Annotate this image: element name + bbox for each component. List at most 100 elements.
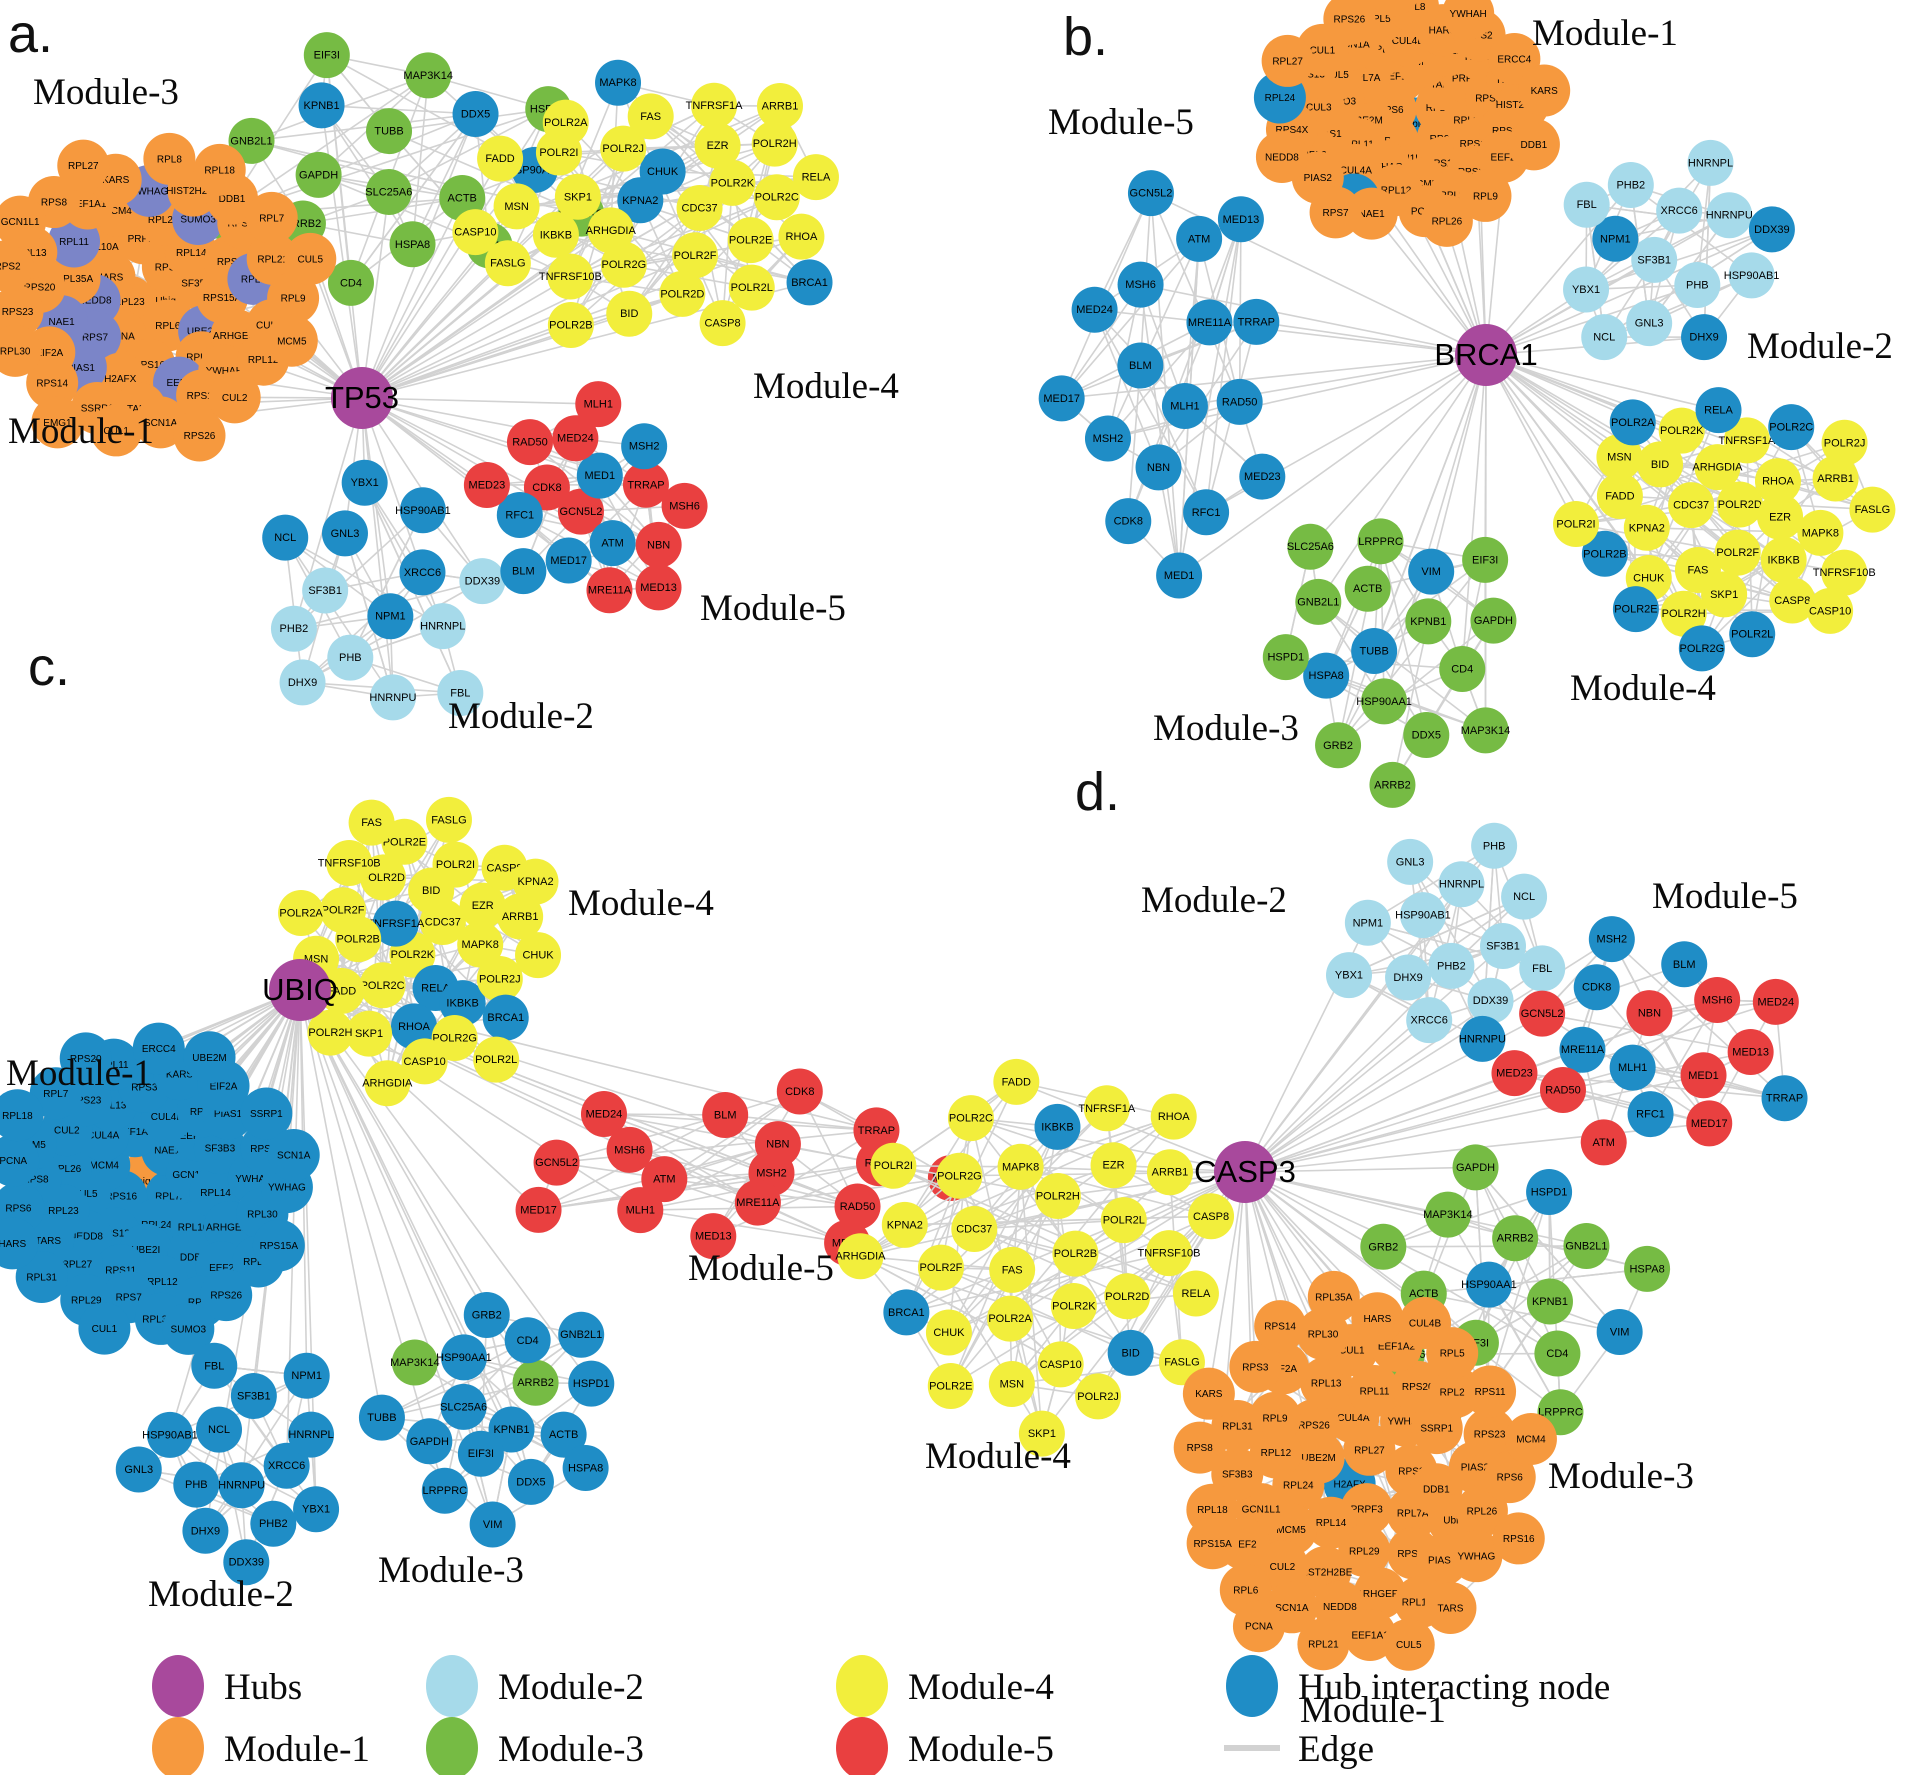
node-PHB2 bbox=[1607, 162, 1654, 209]
module-title-module-5: Module-5 bbox=[700, 588, 846, 629]
node-label-CUL4A: CUL4A bbox=[1340, 165, 1373, 176]
node-label-RPL11: RPL11 bbox=[99, 1060, 129, 1071]
node-RAD50 bbox=[1539, 1066, 1586, 1113]
node-POLR2D bbox=[659, 270, 706, 317]
node-label-NBN: NBN bbox=[1638, 1008, 1661, 1020]
node-BLM bbox=[500, 548, 547, 595]
node-label-EEF1A1: EEF1A1 bbox=[116, 1127, 154, 1138]
node-label-MED1: MED1 bbox=[585, 470, 616, 482]
node-EZR bbox=[1757, 493, 1804, 540]
node-HSP90AA1 bbox=[1465, 1261, 1512, 1308]
node-label-EIF2A: EIF2A bbox=[210, 1081, 238, 1092]
node-label-MAPK8: MAPK8 bbox=[462, 939, 499, 951]
node-label-CUL4A: CUL4A bbox=[1337, 1413, 1370, 1424]
node-HNRNPL bbox=[419, 603, 466, 650]
node-label-POLR2D: POLR2D bbox=[660, 288, 704, 300]
node-label-KPNA2: KPNA2 bbox=[622, 195, 658, 207]
node-label-RPL5: RPL5 bbox=[1366, 14, 1391, 25]
node-label-CD4: CD4 bbox=[517, 1335, 539, 1347]
node-ERCC4 bbox=[132, 1022, 185, 1075]
node-CUL1 bbox=[90, 404, 143, 457]
node-POLR2A bbox=[278, 889, 325, 936]
node-label-SF3B3: SF3B3 bbox=[205, 1144, 236, 1155]
node-label-EIF3I: EIF3I bbox=[468, 1448, 494, 1460]
node-label-MED13: MED13 bbox=[695, 1231, 732, 1243]
node-label-RPL24: RPL24 bbox=[141, 1220, 172, 1231]
hub-node-CASP3 bbox=[1214, 1141, 1276, 1203]
node-ARRB1 bbox=[1146, 1149, 1193, 1196]
node-HSP90AB1 bbox=[399, 487, 446, 534]
node-label-RPL8: RPL8 bbox=[157, 154, 182, 165]
node-POLR2K bbox=[709, 159, 756, 206]
node-HSP90AB1 bbox=[146, 1411, 193, 1458]
node-HNRNPU bbox=[1706, 192, 1753, 239]
node-POLR2F bbox=[672, 232, 719, 279]
node-label-RHOA: RHOA bbox=[1762, 476, 1794, 488]
node-FADD bbox=[477, 135, 524, 182]
node-POLR2E bbox=[927, 1363, 974, 1410]
node-label-MSH2: MSH2 bbox=[1093, 433, 1124, 445]
node-label-GCN5L2: GCN5L2 bbox=[1130, 188, 1173, 200]
node-label-EMG1: EMG1 bbox=[1409, 57, 1438, 68]
node-label-TRRAP: TRRAP bbox=[627, 479, 664, 491]
node-KPNB1 bbox=[488, 1406, 535, 1453]
node-label-FASLG: FASLG bbox=[431, 814, 466, 826]
node-label-RPS23: RPS23 bbox=[2, 307, 34, 318]
node-label-RPL30: RPL30 bbox=[247, 1209, 278, 1220]
node-label-TRRAP: TRRAP bbox=[858, 1125, 895, 1137]
node-RPL8 bbox=[143, 132, 196, 185]
node-label-RPS6: RPS6 bbox=[1497, 1473, 1524, 1484]
node-label-HNRNPL: HNRNPL bbox=[420, 621, 465, 633]
nodes-layer: UbiqRPS6RPL13RPL30EEF1A1RPS8UBE2MTARSGCN… bbox=[1038, 0, 1896, 808]
node-RPS8 bbox=[1173, 1421, 1226, 1474]
module-title-module-5: Module-5 bbox=[1652, 876, 1798, 917]
node-label-RPL13: RPL13 bbox=[1311, 1378, 1342, 1389]
node-HNRNPL bbox=[288, 1411, 335, 1458]
node-label-RPS3: RPS3 bbox=[1242, 1362, 1269, 1373]
node-label-POLR2F: POLR2F bbox=[1716, 547, 1759, 559]
node-label-RPL29: RPL29 bbox=[148, 215, 179, 226]
legend-label-hubs: Hubs bbox=[224, 1667, 302, 1708]
node-label-RPL10A: RPL10A bbox=[178, 1222, 216, 1233]
hub-label-UBIQ: UBIQ bbox=[262, 972, 338, 1007]
node-label-SLC25A6: SLC25A6 bbox=[1287, 541, 1334, 553]
node-CUL2 bbox=[208, 371, 261, 424]
node-SF3B1 bbox=[230, 1373, 277, 1420]
labels-layer: Module-2 Module-5 Module-4 Module-3 Module-1… bbox=[925, 762, 1798, 1731]
node-TNFRSF1A bbox=[372, 900, 419, 947]
node-label-CDK8: CDK8 bbox=[1114, 516, 1143, 528]
node-label-POLR2F: POLR2F bbox=[674, 250, 717, 262]
node-RPL35A bbox=[1307, 1270, 1360, 1323]
node-label-SLC25A6: SLC25A6 bbox=[440, 1401, 487, 1413]
node-BID bbox=[1637, 441, 1684, 488]
node-label-RPS23: RPS23 bbox=[1475, 93, 1507, 104]
node-ARRB2 bbox=[1492, 1215, 1539, 1262]
node-label-SCN1A: SCN1A bbox=[1275, 1603, 1309, 1614]
node-label-PIAS1: PIAS1 bbox=[1428, 1556, 1457, 1567]
node-label-YBX1: YBX1 bbox=[302, 1504, 330, 1516]
node-label-GAPDH: GAPDH bbox=[1474, 615, 1513, 627]
module-title-module-4: Module-4 bbox=[1570, 668, 1716, 709]
node-TRRAP bbox=[853, 1107, 900, 1154]
node-ARHGDIA bbox=[364, 1060, 411, 1107]
node-HNRNPU bbox=[369, 674, 416, 721]
node-label-RPS8: RPS8 bbox=[1187, 1443, 1214, 1454]
node-label-RPS7: RPS7 bbox=[82, 332, 109, 343]
node-GAPDH bbox=[1452, 1144, 1499, 1191]
node-label-RPS11: RPS11 bbox=[105, 1265, 136, 1276]
node-MED13 bbox=[1217, 196, 1264, 243]
node-GRB2 bbox=[1360, 1223, 1407, 1270]
node-IKBKB bbox=[1034, 1103, 1081, 1150]
node-CHUK bbox=[515, 932, 562, 979]
node-label-TNFRSF10B: TNFRSF10B bbox=[539, 271, 602, 283]
nodes-layer: POLR2KCDC37RELATNFRSF1AMAPK8POLR2CBIDIKB… bbox=[0, 796, 974, 1586]
node-label-FBL: FBL bbox=[1532, 963, 1552, 975]
node-NBN bbox=[754, 1121, 801, 1168]
node-label-ACTB: ACTB bbox=[1409, 1288, 1438, 1300]
node-KPNA2 bbox=[512, 858, 559, 905]
node-label-RPL31: RPL31 bbox=[26, 1272, 57, 1283]
module-title-module-2: Module-2 bbox=[148, 1574, 294, 1615]
node-label-RPL7A: RPL7A bbox=[1349, 73, 1381, 84]
node-PHB bbox=[1471, 822, 1518, 869]
node-label-YWHAH: YWHAH bbox=[1450, 9, 1487, 20]
